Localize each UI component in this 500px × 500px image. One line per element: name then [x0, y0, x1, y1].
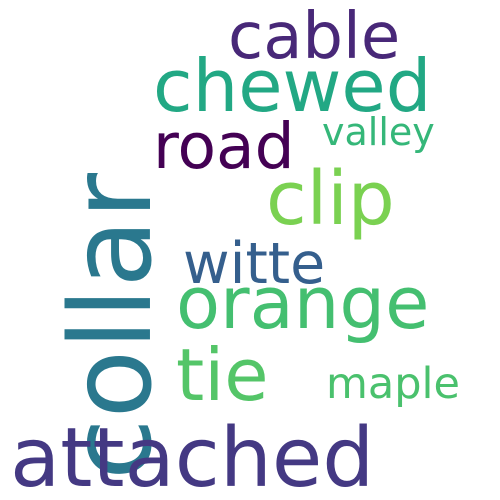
- word-chewed: chewed: [153, 44, 431, 128]
- word-orange: orange: [176, 261, 429, 345]
- word-attached: attached: [10, 411, 374, 500]
- word-witte: witte: [183, 231, 325, 297]
- word-maple: maple: [326, 359, 460, 409]
- word-road: road: [153, 110, 295, 183]
- word-valley: valley: [322, 110, 435, 154]
- word-clip: clip: [266, 156, 395, 242]
- word-collar: collar: [47, 172, 177, 480]
- word-cable: cable: [228, 0, 400, 74]
- word-tie: tie: [176, 333, 269, 417]
